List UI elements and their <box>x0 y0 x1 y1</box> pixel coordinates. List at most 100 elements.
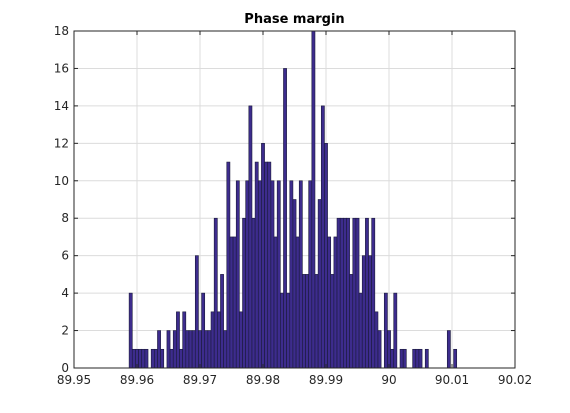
histogram-bar <box>400 349 403 368</box>
histogram-bar <box>192 331 195 368</box>
histogram-bar <box>151 349 154 368</box>
histogram-bar <box>167 331 170 368</box>
y-tick-label: 18 <box>54 24 69 38</box>
x-tick-label: 89.99 <box>309 373 343 387</box>
histogram-bar <box>350 274 353 368</box>
histogram-bar <box>236 181 239 368</box>
y-tick-label: 0 <box>61 361 69 375</box>
histogram-bar <box>220 274 223 368</box>
histogram-bar <box>315 274 318 368</box>
histogram-bar <box>353 218 356 368</box>
histogram-bar <box>413 349 416 368</box>
histogram-bar <box>324 143 327 368</box>
histogram-bar <box>211 312 214 368</box>
y-tick-label: 6 <box>61 249 69 263</box>
histogram-bar <box>161 349 164 368</box>
histogram-bar <box>189 331 192 368</box>
histogram-bar <box>384 293 387 368</box>
histogram-bar <box>176 312 179 368</box>
y-tick-label: 2 <box>61 324 69 338</box>
histogram-bar <box>277 181 280 368</box>
histogram-bar <box>230 237 233 368</box>
histogram-bar <box>227 162 230 368</box>
histogram-bar <box>394 293 397 368</box>
histogram-bar <box>274 237 277 368</box>
histogram-bar <box>359 293 362 368</box>
histogram-bar <box>205 331 208 368</box>
histogram-bar <box>340 218 343 368</box>
histogram-bar <box>362 256 365 368</box>
histogram-bar <box>195 256 198 368</box>
histogram-bar <box>356 218 359 368</box>
histogram-bar <box>312 31 315 368</box>
histogram-bar <box>129 293 132 368</box>
y-tick-label: 14 <box>54 99 69 113</box>
histogram-bar <box>287 293 290 368</box>
histogram-bar <box>208 331 211 368</box>
histogram-bar <box>321 106 324 368</box>
histogram-bar <box>302 274 305 368</box>
histogram-bar <box>154 349 157 368</box>
histogram-bar <box>243 218 246 368</box>
histogram-bar <box>328 237 331 368</box>
histogram-bar <box>375 312 378 368</box>
histogram-bar <box>170 349 173 368</box>
histogram-bar <box>202 293 205 368</box>
histogram-bar <box>183 312 186 368</box>
histogram-bar <box>186 331 189 368</box>
histogram-bar <box>142 349 145 368</box>
y-tick-label: 4 <box>61 286 69 300</box>
histogram-bar <box>132 349 135 368</box>
y-tick-label: 8 <box>61 211 69 225</box>
histogram-bar <box>343 218 346 368</box>
histogram-bar <box>214 218 217 368</box>
histogram-bar <box>318 200 321 369</box>
histogram-bar <box>157 331 160 368</box>
histogram-bar <box>403 349 406 368</box>
y-tick-label: 16 <box>54 61 69 75</box>
x-tick-label: 89.97 <box>183 373 217 387</box>
x-tick-label: 89.98 <box>246 373 280 387</box>
y-tick-label: 12 <box>54 136 69 150</box>
histogram-bar <box>331 274 334 368</box>
histogram-bar <box>173 331 176 368</box>
histogram-bar <box>239 312 242 368</box>
histogram-bar <box>309 181 312 368</box>
histogram-bar <box>447 331 450 368</box>
histogram-bar <box>454 349 457 368</box>
histogram-bar <box>139 349 142 368</box>
histogram-bar <box>180 349 183 368</box>
histogram-bar <box>246 181 249 368</box>
histogram-bar <box>378 331 381 368</box>
histogram-bar <box>217 312 220 368</box>
x-tick-label: 90.02 <box>498 373 532 387</box>
histogram-bar <box>255 162 258 368</box>
histogram-bar <box>280 293 283 368</box>
histogram-bar <box>271 181 274 368</box>
histogram-bar <box>372 218 375 368</box>
histogram-bar <box>252 218 255 368</box>
histogram-bar <box>224 331 227 368</box>
histogram-bar <box>258 181 261 368</box>
histogram-bar <box>299 181 302 368</box>
x-tick-labels: 89.95 89.96 89.97 89.98 89.99 90 90.01 90.02 <box>57 373 532 387</box>
y-tick-labels: 0 2 4 6 8 10 12 14 16 18 <box>54 24 69 375</box>
histogram-bar <box>293 200 296 369</box>
histogram-bar <box>425 349 428 368</box>
x-tick-label: 89.95 <box>57 373 91 387</box>
histogram-bar <box>391 349 394 368</box>
x-tick-label: 90.01 <box>435 373 469 387</box>
histogram-bar <box>346 218 349 368</box>
y-tick-label: 10 <box>54 174 69 188</box>
histogram-bar <box>387 331 390 368</box>
histogram-bar <box>296 237 299 368</box>
histogram-bar <box>306 274 309 368</box>
histogram-bar <box>283 68 286 368</box>
histogram-bar <box>416 349 419 368</box>
x-tick-label: 90 <box>381 373 396 387</box>
histogram-bar <box>365 218 368 368</box>
histogram-bar <box>198 331 201 368</box>
histogram-bar <box>233 237 236 368</box>
